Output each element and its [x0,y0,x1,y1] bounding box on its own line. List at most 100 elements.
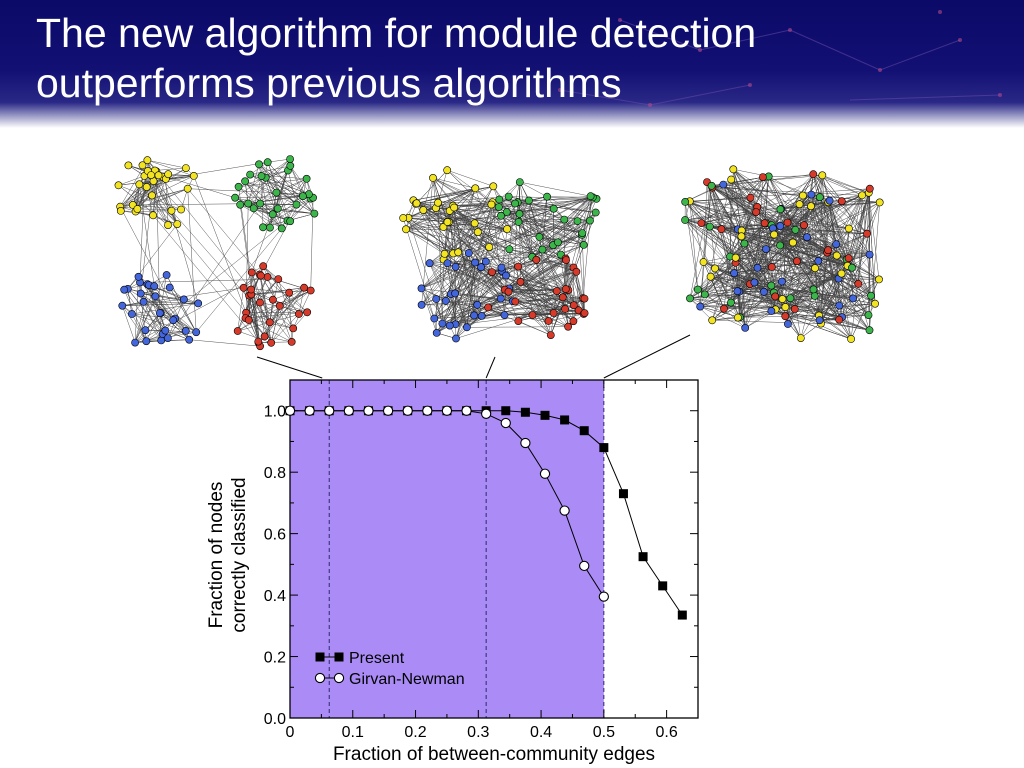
edge [403,217,569,291]
edge [455,298,501,339]
edge [733,169,872,296]
node [150,282,159,291]
node [847,335,855,343]
shaded-region [290,380,604,718]
node [504,287,513,296]
edge [165,330,190,340]
edge [518,312,554,322]
edge [405,229,549,322]
slide-header: The new algorithm for module detection o… [0,0,1024,128]
node [699,258,708,266]
data-point-girvan-newman [363,405,374,416]
node [419,206,428,214]
edge [250,289,272,343]
node [303,308,312,317]
edge [279,290,311,307]
slide-title-line-2: outperforms previous algorithms [36,60,622,106]
y-tick-label: 0.0 [264,711,286,728]
node [268,295,277,304]
node [835,315,844,324]
edge [139,282,197,333]
data-point-girvan-newman [304,405,315,416]
node [705,222,714,231]
edge [452,205,574,268]
node [247,268,256,277]
data-point-present [334,652,344,662]
edge [259,178,307,204]
node [807,190,816,199]
node [544,317,553,325]
data-point-girvan-newman [314,672,326,684]
data-point-girvan-newman [461,405,472,416]
edge [562,196,591,298]
edge [423,177,434,211]
node [711,264,719,273]
edge [435,186,494,209]
edge [122,305,147,342]
edge [140,293,176,319]
node [514,218,523,226]
edge [140,181,154,294]
legend-label: Present [349,650,405,667]
edge [262,197,314,228]
edge [237,290,311,332]
edge [689,201,699,290]
node [767,307,776,315]
edge [531,256,569,327]
node [287,337,296,346]
edge [744,223,765,244]
edge [187,188,197,333]
network-separated [114,155,319,351]
edge [151,195,178,225]
edge [238,178,307,188]
edge [196,228,282,333]
node [139,297,148,306]
node [729,165,738,174]
edge [435,298,443,324]
edge [139,184,178,225]
edge [247,164,260,204]
edge [685,201,702,224]
edge [723,184,742,231]
node [865,184,874,193]
edge [697,260,797,290]
node [776,241,784,250]
connector-line [485,356,496,379]
node [500,311,509,319]
edge [818,315,870,331]
node [138,161,147,170]
edge [762,176,870,331]
edge [689,201,704,263]
node [740,239,749,248]
node [402,225,410,234]
edge [721,176,764,230]
edge [764,174,814,224]
node [183,184,192,193]
node [552,287,561,295]
edge [251,272,261,347]
node [434,198,442,207]
node [443,259,452,268]
edge [685,201,722,230]
node [809,170,818,179]
node [244,316,253,324]
node [173,220,182,228]
node [811,264,819,273]
edge [131,313,186,332]
edge [576,271,584,299]
edge [131,313,176,319]
edge [485,202,493,262]
edge [271,287,305,343]
edge [270,305,281,343]
edge [780,195,863,227]
edge [259,302,265,337]
y-tick-label: 0.6 [264,527,286,544]
node [875,198,884,207]
edge [553,208,583,236]
edge [709,226,808,238]
edge [771,285,869,316]
connector-line [603,334,691,379]
edge [737,290,843,318]
node [759,173,767,181]
edge [739,260,819,318]
